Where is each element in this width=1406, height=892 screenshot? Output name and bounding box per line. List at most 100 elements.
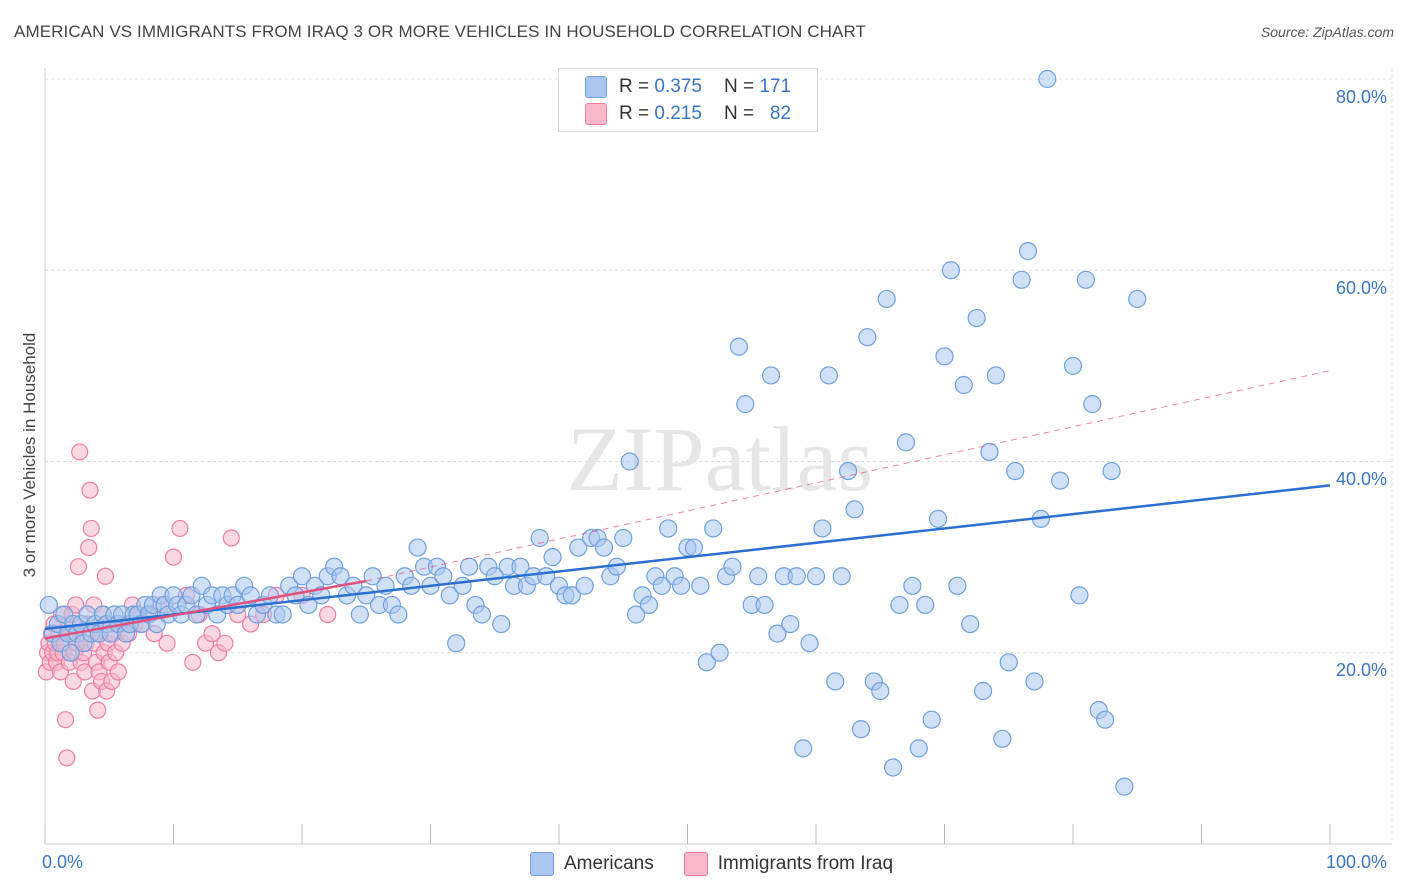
trend-lines (44, 370, 1331, 640)
data-point (652, 576, 671, 595)
americans-swatch (585, 76, 607, 98)
data-point (402, 576, 421, 595)
data-point (530, 528, 549, 548)
data-point (61, 643, 80, 662)
data-point (64, 672, 82, 691)
data-point (39, 595, 58, 615)
data-point (871, 681, 890, 701)
stats-legend: R = 0.375 N = 171 R = 0.215 N = 82 (558, 68, 818, 132)
watermark: ZIPatlas (567, 408, 874, 510)
data-point (1070, 586, 1089, 605)
data-point (877, 289, 896, 309)
legend-row-americans: R = 0.375 N = 171 (585, 74, 791, 100)
r-label: R = (619, 76, 650, 97)
data-point (858, 328, 877, 347)
data-point (459, 557, 479, 576)
n-value: 171 (759, 76, 792, 97)
data-point (408, 538, 427, 557)
data-point (575, 576, 594, 595)
data-point (543, 548, 562, 567)
data-point (736, 395, 755, 414)
data-point (806, 567, 826, 586)
data-point (96, 567, 114, 585)
data-point (1083, 395, 1102, 414)
y-tick-label: 40.0% (1336, 469, 1388, 489)
iraq-swatch (683, 852, 708, 876)
data-point (999, 653, 1018, 672)
data-point (203, 625, 221, 643)
americans-swatch (530, 852, 554, 876)
legend-item-americans[interactable]: Americans (530, 852, 654, 876)
source-label: Source: ZipAtlas.com (1260, 24, 1394, 40)
data-point (1038, 69, 1057, 89)
n-value: 82 (769, 103, 792, 124)
data-point (819, 366, 838, 385)
data-point (768, 624, 787, 643)
data-point (492, 614, 511, 634)
data-point (447, 634, 466, 653)
data-point (781, 614, 800, 634)
data-point (453, 576, 472, 595)
data-point (948, 576, 967, 595)
data-point (273, 605, 292, 624)
data-point (1051, 471, 1070, 490)
legend-item-iraq[interactable]: Immigrants from Iraq (683, 852, 894, 876)
data-point (389, 605, 408, 624)
data-point (1025, 672, 1044, 691)
data-point (980, 442, 999, 462)
data-point (171, 519, 189, 538)
data-point (1102, 461, 1121, 481)
data-point (723, 557, 742, 576)
data-point (440, 586, 459, 605)
data-point (729, 337, 749, 356)
data-point (1128, 289, 1147, 309)
data-point (1076, 270, 1095, 289)
data-point (890, 595, 909, 615)
data-point (967, 308, 986, 328)
r-label: R = (619, 103, 650, 124)
data-point (935, 347, 954, 366)
data-point (800, 634, 819, 653)
n-label: N = (723, 103, 755, 124)
data-point (434, 567, 453, 586)
data-point (941, 261, 961, 280)
data-point (761, 366, 781, 385)
data-point (845, 500, 864, 519)
data-point (851, 720, 871, 739)
data-point (954, 375, 973, 395)
data-point (659, 519, 678, 538)
data-point (569, 538, 588, 557)
data-point (292, 567, 312, 586)
data-point (58, 749, 76, 767)
data-point (749, 567, 768, 586)
iraq-swatch (585, 103, 607, 125)
data-point (562, 586, 581, 605)
data-point (903, 576, 922, 595)
data-point (164, 548, 183, 566)
data-point (755, 595, 774, 615)
data-point (671, 576, 691, 595)
data-point (909, 739, 928, 758)
n-label: N = (723, 76, 755, 97)
data-point (1012, 270, 1031, 289)
data-point (1115, 777, 1134, 796)
data-point (1063, 356, 1083, 375)
data-point (594, 538, 614, 557)
data-point (1018, 242, 1038, 261)
data-point (56, 711, 75, 729)
data-point (928, 509, 948, 528)
data-point (260, 586, 279, 605)
series-legend: Americans Immigrants from Iraq (530, 852, 923, 876)
x-tick-label-max: 100.0% (1326, 852, 1388, 872)
data-point (614, 528, 633, 548)
axes (44, 68, 1392, 845)
data-point (485, 567, 504, 586)
legend-label: Immigrants from Iraq (717, 853, 894, 874)
r-value: 0.215 (654, 103, 702, 124)
data-point (710, 643, 729, 662)
data-point (626, 605, 646, 624)
trend-line-americans (44, 484, 1331, 631)
data-point (986, 366, 1006, 385)
data-point (993, 729, 1012, 748)
data-point (80, 538, 98, 557)
